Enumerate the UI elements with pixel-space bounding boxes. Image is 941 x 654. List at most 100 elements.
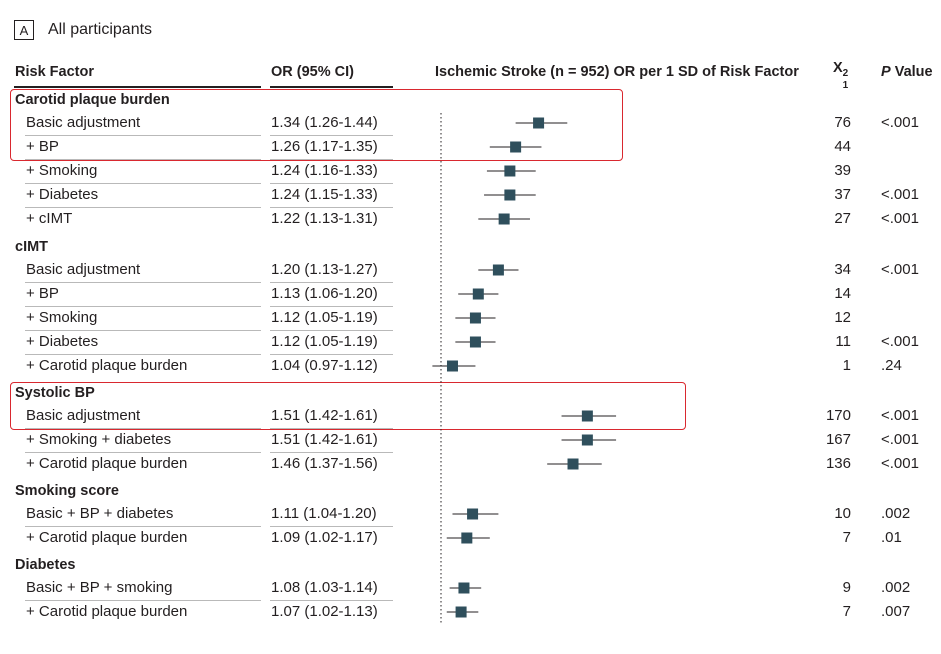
row-p-value: <.001 [881, 333, 919, 350]
group-label: Diabetes [15, 557, 76, 573]
row-separator-or [270, 282, 393, 283]
panel-label: A [14, 20, 34, 40]
row-separator [25, 330, 261, 331]
point-estimate [469, 336, 481, 348]
row-label: Basic + BP + diabetes [26, 505, 174, 522]
point-estimate [469, 312, 481, 324]
row-separator-or [270, 330, 393, 331]
panel-title: All participants [48, 21, 153, 38]
row-chi2: 44 [834, 138, 851, 155]
row-or-ci: 1.12 (1.05-1.19) [271, 309, 378, 326]
point-estimate [510, 141, 522, 153]
row-or-ci: 1.34 (1.26-1.44) [271, 114, 378, 131]
row-or-ci: 1.09 (1.02-1.17) [271, 529, 378, 546]
row-separator [25, 207, 261, 208]
row-chi2: 170 [825, 407, 851, 424]
point-estimate [467, 508, 479, 520]
point-estimate [461, 532, 473, 544]
row-label: + Carotid plaque burden [26, 603, 188, 620]
point-estimate [567, 458, 579, 470]
group-label: cIMT [15, 239, 49, 255]
row-label: + BP [26, 285, 59, 302]
row-label: Basic adjustment [26, 114, 141, 131]
row-or-ci: 1.22 (1.13-1.31) [271, 210, 378, 227]
row-separator [25, 428, 261, 429]
row-p-value: <.001 [881, 455, 919, 472]
row-separator [25, 159, 261, 160]
point-estimate [581, 410, 593, 422]
row-or-ci: 1.24 (1.16-1.33) [271, 162, 378, 179]
row-separator [25, 452, 261, 453]
row-label: + Smoking [26, 162, 98, 179]
row-chi2: 14 [834, 285, 851, 302]
row-chi2: 10 [834, 505, 851, 522]
header-chi-sub: 1 [842, 80, 849, 91]
point-estimate [458, 582, 470, 594]
highlight-box [10, 382, 686, 430]
row-label: Basic adjustment [26, 407, 141, 424]
row-chi2: 76 [834, 114, 851, 131]
header-chi-sup: 2 [842, 68, 849, 79]
point-estimate [446, 360, 458, 372]
row-p-value: .007 [881, 603, 911, 620]
row-separator [25, 282, 261, 283]
row-or-ci: 1.46 (1.37-1.56) [271, 455, 378, 472]
row-or-ci: 1.51 (1.42-1.61) [271, 431, 378, 448]
row-p-value: <.001 [881, 114, 919, 131]
header-p-italic: P [881, 64, 891, 80]
row-separator-or [270, 306, 393, 307]
row-or-ci: 1.24 (1.15-1.33) [271, 186, 378, 203]
row-label: + cIMT [26, 210, 73, 227]
row-separator [25, 135, 261, 136]
row-label: + Diabetes [26, 186, 99, 203]
row-separator-or [270, 600, 393, 601]
header-rule-left [14, 86, 261, 88]
row-label: Basic + BP + smoking [26, 579, 173, 596]
row-separator-or [270, 159, 393, 160]
row-separator-or [270, 183, 393, 184]
group-label: Systolic BP [15, 385, 95, 401]
point-estimate [504, 189, 516, 201]
group-label: Smoking score [15, 483, 119, 499]
row-label: + Diabetes [26, 333, 99, 350]
point-estimate [492, 264, 504, 276]
row-separator-or [270, 526, 393, 527]
row-chi2: 37 [834, 186, 851, 203]
row-separator-or [270, 428, 393, 429]
point-estimate [455, 606, 467, 618]
row-or-ci: 1.20 (1.13-1.27) [271, 261, 378, 278]
row-separator-or [270, 452, 393, 453]
row-chi2: 27 [834, 210, 851, 227]
header-plot: Ischemic Stroke (n = 952) OR per 1 SD of… [435, 64, 799, 80]
row-separator-or [270, 354, 393, 355]
header-p-rest: Value [890, 64, 933, 80]
point-estimate [581, 434, 593, 446]
row-chi2: 12 [834, 309, 851, 326]
point-estimate [472, 288, 484, 300]
row-p-value: <.001 [881, 261, 919, 278]
row-label: + BP [26, 138, 59, 155]
row-p-value: <.001 [881, 210, 919, 227]
header-risk-factor: Risk Factor [15, 64, 94, 80]
point-estimate [498, 213, 510, 225]
row-chi2: 167 [825, 431, 851, 448]
highlight-box [10, 89, 623, 161]
row-separator-or [270, 207, 393, 208]
row-separator [25, 354, 261, 355]
row-or-ci: 1.13 (1.06-1.20) [271, 285, 378, 302]
row-or-ci: 1.51 (1.42-1.61) [271, 407, 378, 424]
point-estimate [504, 165, 516, 177]
header-chi-symbol: X [833, 60, 843, 76]
row-or-ci: 1.07 (1.02-1.13) [271, 603, 378, 620]
row-chi2: 39 [834, 162, 851, 179]
row-chi2: 34 [834, 261, 851, 278]
row-chi2: 136 [825, 455, 851, 472]
row-or-ci: 1.26 (1.17-1.35) [271, 138, 378, 155]
row-p-value: <.001 [881, 186, 919, 203]
row-p-value: .01 [881, 529, 902, 546]
row-p-value: .002 [881, 505, 911, 522]
row-separator [25, 600, 261, 601]
row-chi2: 9 [842, 579, 851, 596]
